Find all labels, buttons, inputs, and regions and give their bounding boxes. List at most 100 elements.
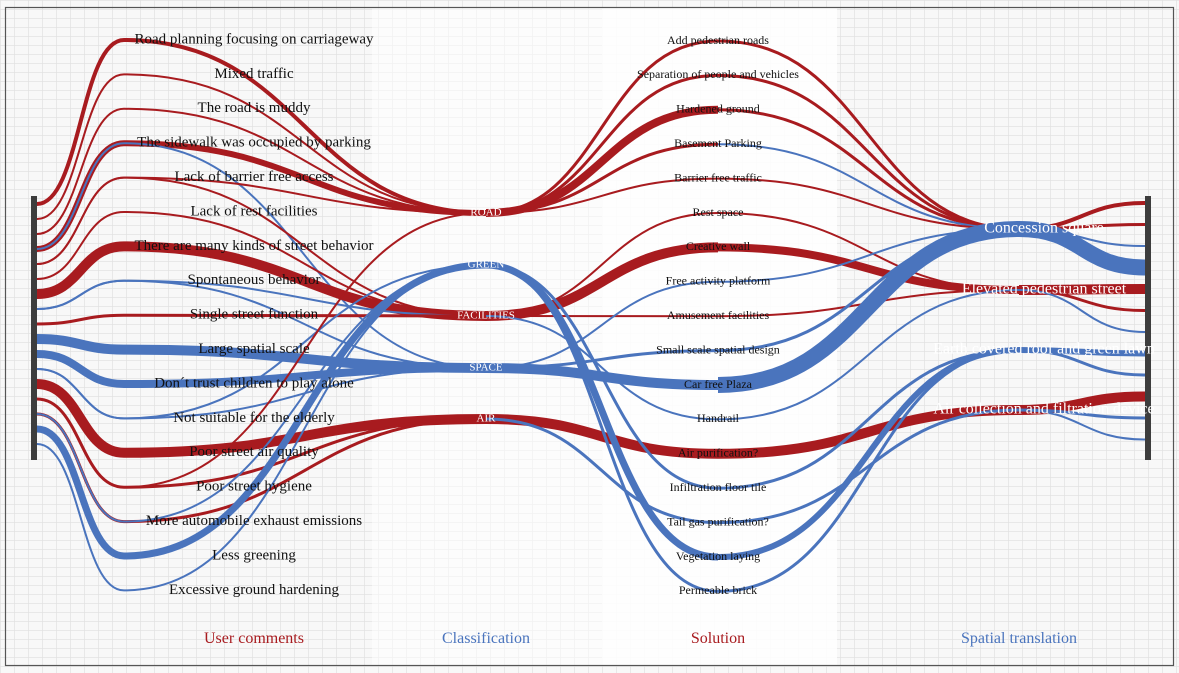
link-start-4 — [36, 176, 125, 265]
solution-label: Barrier free traffic — [674, 170, 762, 184]
link-spatial-end — [1018, 348, 1146, 377]
comment-label: Less greening — [212, 547, 296, 563]
comment-label: More automobile exhaust emissions — [146, 513, 362, 529]
solution-label: Basement Parking — [674, 136, 762, 150]
solution-label: Add pedestrian roads — [667, 33, 769, 47]
comment-label: Spontaneous behavior — [188, 272, 321, 288]
column-label-classification: Classification — [442, 630, 530, 647]
link-comment-class — [123, 140, 487, 216]
link-class-solution — [485, 315, 719, 421]
solution-label: Separation of people and vehicles — [637, 67, 799, 81]
link-comment-class — [123, 417, 487, 489]
comment-label: Lack of rest facilities — [190, 203, 317, 219]
comment-label: Poor street hygiene — [196, 479, 312, 495]
link-comment-class — [123, 73, 487, 214]
link-start-5 — [36, 211, 125, 280]
classification-label-space: SPACE — [469, 362, 503, 374]
solution-label: Tail gas purification? — [667, 514, 769, 528]
column-label-spatial: Spatial translation — [961, 630, 1077, 647]
link-comment-class — [123, 364, 487, 388]
link-start-14 — [36, 413, 125, 523]
link-comment-class — [123, 142, 487, 369]
link-start-8 — [36, 313, 125, 326]
comment-label: Poor street air quality — [189, 444, 319, 460]
solution-label: Hardened ground — [676, 102, 760, 116]
classification-label-road: ROAD — [470, 207, 501, 219]
link-comment-class — [123, 241, 487, 321]
solution-label: Creative wall — [686, 239, 751, 253]
comment-label: Excessive ground hardening — [169, 582, 339, 598]
solution-label: Air purification? — [678, 446, 758, 460]
link-solution-spatial — [717, 39, 1020, 231]
link-comment-class — [123, 417, 487, 524]
link-start-15 — [36, 425, 125, 560]
comment-label: The sidewalk was occupied by parking — [137, 135, 371, 151]
link-start-2 — [36, 107, 125, 235]
link-spatial-end — [1018, 221, 1146, 276]
outer-border — [4, 6, 1175, 667]
comment-label: Don´t trust children to play alone — [154, 375, 354, 391]
link-start-10 — [36, 350, 125, 388]
link-class-solution — [485, 242, 719, 321]
link-solution-spatial — [717, 177, 1020, 230]
link-class-solution — [485, 105, 719, 217]
classification-label-green: GREEN — [468, 259, 505, 271]
link-start-9 — [36, 334, 125, 355]
link-start-3 — [36, 142, 125, 250]
link-comment-class — [123, 38, 487, 215]
solution-label: Rest space — [693, 205, 744, 219]
solution-label: Small scale spatial design — [656, 342, 780, 356]
link-comment-class — [123, 264, 487, 420]
solution-label: Car free Plaza — [684, 377, 753, 391]
classification-label-facilities: FACILITIES — [457, 310, 515, 322]
link-solution-spatial — [717, 73, 1020, 231]
comment-label: The road is muddy — [198, 100, 311, 116]
solution-label: Vegetation laying — [676, 549, 760, 563]
link-comment-class — [123, 414, 487, 458]
link-solution-spatial — [717, 243, 1020, 294]
link-class-solution — [485, 177, 719, 214]
link-solution-spatial — [717, 348, 1020, 593]
column-label-comments: User comments — [204, 630, 304, 647]
link-start-7 — [36, 279, 125, 310]
link-start-12 — [36, 379, 125, 458]
link-class-solution — [485, 263, 719, 593]
link-class-solution — [485, 142, 719, 215]
spatial-label: Elevated pedestrian street — [962, 281, 1127, 298]
link-start-13 — [36, 397, 125, 489]
links-layer — [36, 38, 1146, 593]
link-start-6 — [36, 241, 125, 299]
link-class-solution — [485, 417, 719, 525]
column-footer: User comments Classification Solution Sp… — [204, 630, 1077, 647]
spatial-label: Concession square — [984, 220, 1104, 237]
solution-label: Free activity platform — [666, 274, 771, 288]
solution-label: Infiltration floor tile — [670, 480, 767, 494]
spatial-label: Air collection and filtration device — [933, 401, 1154, 418]
link-solution-spatial — [717, 405, 1020, 459]
link-solution-spatial — [717, 408, 1020, 525]
link-start-16 — [36, 443, 125, 592]
comment-label: Not suitable for the elderly — [173, 410, 335, 426]
link-solution-spatial — [717, 347, 1020, 560]
link-spatial-end — [1018, 289, 1146, 333]
comment-label: Mixed traffic — [214, 66, 294, 82]
link-start-1 — [36, 73, 125, 220]
left-bar — [31, 196, 37, 460]
link-comment-class — [123, 279, 487, 317]
comment-label: Single street function — [190, 307, 319, 323]
right-bar — [1145, 196, 1151, 460]
link-comment-class — [123, 313, 487, 318]
link-comment-class — [123, 264, 487, 592]
link-solution-spatial — [717, 348, 1020, 490]
link-start-11 — [36, 368, 125, 420]
link-comment-class — [123, 176, 487, 214]
spatial-label: Earth covered roof and green lawn — [933, 341, 1155, 358]
link-solution-spatial — [717, 143, 1020, 230]
comment-label: Large spatial scale — [198, 341, 310, 357]
link-solution-spatial — [717, 289, 1020, 421]
labels-layer: Road planning focusing on carriageway Mix… — [134, 31, 1154, 597]
comment-label: There are many kinds of street behavior — [134, 238, 373, 254]
link-start-0 — [36, 38, 125, 206]
solution-label: Permeable brick — [679, 583, 757, 597]
